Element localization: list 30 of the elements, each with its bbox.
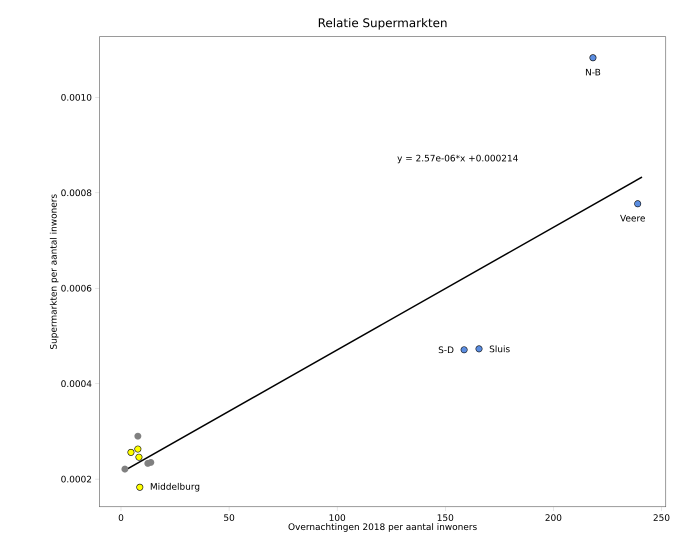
x-tick-label: 0 — [118, 514, 124, 522]
annotation: Middelburg — [150, 483, 200, 492]
point — [134, 446, 142, 453]
x-tick-label: 100 — [330, 514, 346, 522]
annotation: N-B — [586, 69, 600, 76]
y-tick-label: 0.0004 — [61, 380, 92, 388]
y-tick-label: 0.0002 — [61, 476, 92, 483]
x-tick-label: 200 — [546, 514, 562, 522]
point — [127, 449, 134, 456]
x-tick-label: 150 — [438, 514, 454, 522]
x-axis-title: Overnachtingen 2018 per aantal inwoners — [288, 523, 477, 532]
y-tick-label: 0.0006 — [61, 285, 92, 292]
point — [135, 454, 142, 461]
annotation: Veere — [620, 215, 645, 222]
point — [460, 346, 468, 354]
point — [634, 200, 642, 208]
point — [134, 432, 142, 440]
annotation: y = 2.57e-06*x +0.000214 — [397, 154, 518, 164]
y-tick-label: 0.0010 — [61, 94, 92, 101]
point — [136, 484, 144, 491]
y-tick-label: 0.0008 — [61, 190, 92, 196]
y-axis-title: Supermarkten per aantal inwoners — [50, 194, 58, 350]
point — [476, 346, 482, 353]
point — [121, 466, 128, 473]
x-tick-label: 50 — [224, 514, 234, 522]
annotation: S-D — [438, 346, 454, 354]
point — [589, 54, 596, 62]
x-tick-label: 250 — [654, 514, 670, 522]
chart-title: Relatie Supermarkten — [318, 18, 447, 30]
annotation: Sluis — [490, 346, 510, 353]
